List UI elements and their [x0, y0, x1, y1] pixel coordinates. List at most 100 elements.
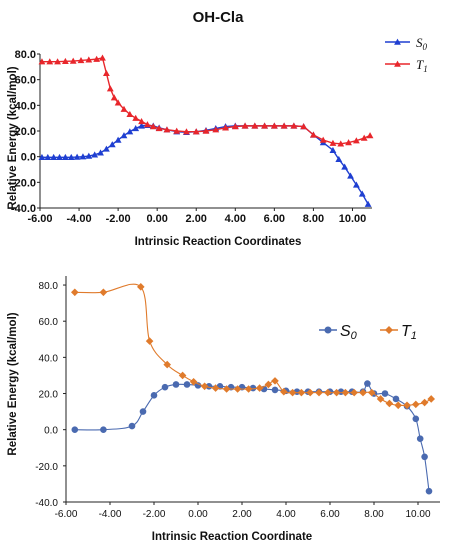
data-point: [194, 382, 202, 389]
x-tick-label: 2.00: [232, 509, 252, 520]
data-point: [270, 122, 278, 129]
data-point: [319, 136, 327, 143]
data-point: [114, 99, 122, 106]
data-point: [138, 117, 145, 125]
data-point: [44, 153, 52, 161]
legend-marker: [324, 326, 332, 334]
data-point: [149, 123, 157, 130]
x-tick-label: -6.00: [27, 213, 52, 225]
data-point: [150, 392, 158, 399]
data-point: [381, 390, 389, 397]
data-point: [337, 140, 345, 147]
y-tick-label: 80.0: [39, 281, 59, 292]
y-tick-label: 60.0: [15, 75, 36, 87]
data-point: [110, 94, 118, 101]
data-point: [421, 453, 428, 461]
data-point: [99, 54, 106, 61]
data-point: [251, 122, 259, 129]
data-point: [352, 181, 360, 188]
data-point: [79, 153, 87, 160]
legend-label: S0: [416, 35, 428, 52]
data-point: [50, 153, 58, 161]
chart-title: OH-Cla: [193, 9, 244, 26]
series-line: [41, 124, 369, 205]
data-point: [403, 401, 411, 410]
x-tick-label: 8.00: [364, 509, 384, 520]
data-point: [46, 58, 54, 65]
data-point: [261, 122, 268, 129]
data-point: [241, 122, 249, 129]
data-point: [137, 283, 145, 291]
data-point: [341, 163, 349, 170]
x-tick-label: -6.00: [55, 509, 78, 520]
data-point: [99, 288, 108, 297]
x-tick-label: 0.00: [146, 213, 167, 225]
data-point: [126, 110, 134, 118]
data-point: [189, 377, 198, 386]
data-point: [212, 126, 220, 133]
data-point: [93, 55, 101, 62]
data-point: [114, 136, 122, 143]
x-tick-label: 10.00: [339, 213, 367, 225]
data-point: [280, 122, 288, 129]
data-point: [315, 388, 323, 397]
y-tick-label: 40.0: [39, 353, 59, 364]
data-point: [71, 426, 79, 433]
data-point: [183, 128, 190, 135]
chart-irc-comparison: -6.00 -4.00 -2.00 0.00 2.00 4.00 6.00 8.00 10.00…: [0, 268, 450, 550]
data-point: [132, 125, 140, 132]
legend-item-t1: T1: [385, 57, 428, 74]
x-tick-label: -2.00: [143, 509, 166, 520]
data-point: [145, 337, 154, 345]
legend-label: T1: [416, 57, 428, 74]
data-point: [71, 288, 79, 297]
data-point: [67, 153, 75, 161]
data-point: [100, 426, 107, 433]
data-point: [425, 487, 433, 495]
data-point: [420, 398, 429, 407]
x-tick-label: 0.00: [188, 509, 208, 520]
data-point: [329, 139, 337, 146]
data-point: [368, 388, 376, 397]
x-tick-label: -4.00: [99, 509, 122, 520]
data-point: [128, 422, 136, 430]
data-point: [77, 57, 85, 64]
data-point: [120, 132, 128, 139]
y-tick-label: -20.0: [35, 462, 58, 473]
y-tick-label: 0.0: [44, 426, 58, 437]
chart-oh-cla: OH-Cla -6.00 -4.00 -2.00 0.00 2.00 4.00 6.00 8.…: [0, 0, 450, 268]
x-tick-label: 6.00: [320, 509, 340, 520]
data-point: [56, 153, 63, 161]
y-tick-label: 0.0: [21, 152, 36, 164]
y-tick-label: 20.0: [15, 126, 36, 138]
data-point: [161, 383, 169, 391]
data-point: [38, 153, 46, 161]
data-point: [392, 395, 400, 403]
data-point: [132, 114, 140, 121]
legend-label: T1: [401, 323, 417, 342]
data-point: [427, 395, 435, 403]
data-point: [103, 69, 110, 76]
data-point: [280, 387, 288, 396]
data-point: [376, 395, 385, 403]
series-t1: [71, 283, 435, 410]
data-point: [178, 371, 187, 380]
data-point: [38, 58, 46, 65]
y-tick-label: -40.0: [35, 498, 58, 509]
legend-item-s0: S0: [385, 35, 428, 52]
data-point: [347, 172, 354, 179]
data-point: [222, 124, 229, 131]
data-point: [155, 125, 163, 132]
x-tick-label: 6.00: [264, 213, 285, 225]
data-point: [350, 388, 358, 397]
data-point: [54, 58, 61, 65]
data-point: [352, 137, 360, 144]
series-t1: [38, 54, 374, 147]
x-axis-label: Intrinsic Reaction Coordinates: [135, 236, 302, 248]
data-point: [231, 123, 239, 130]
legend-item-t1: T1: [380, 323, 417, 342]
data-point: [364, 200, 372, 207]
data-point: [288, 388, 297, 397]
data-point: [300, 123, 308, 130]
y-tick-label: 40.0: [15, 100, 36, 112]
